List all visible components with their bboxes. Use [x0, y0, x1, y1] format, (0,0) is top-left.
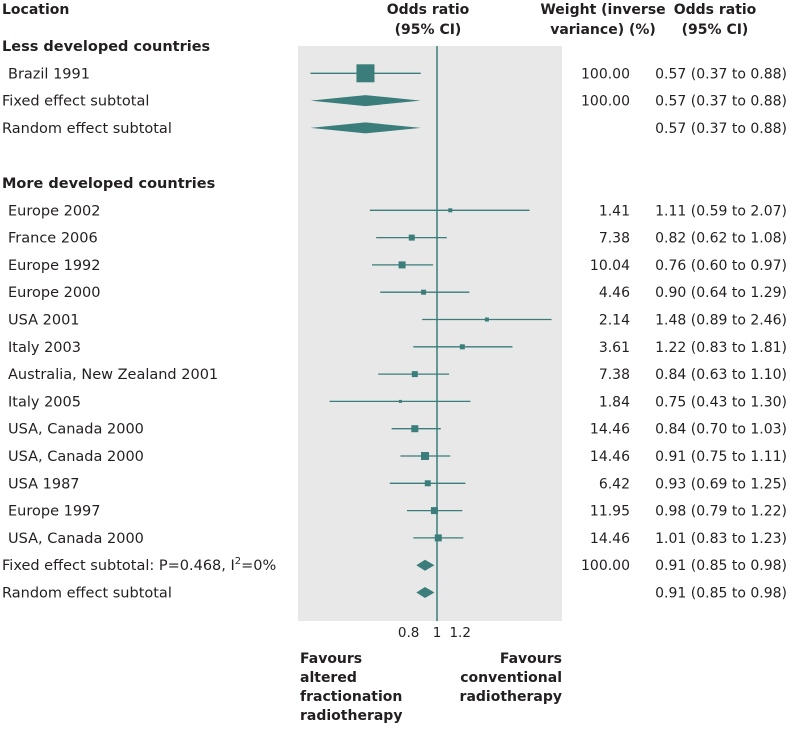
effect-square: [421, 289, 427, 295]
plot-background: [298, 46, 562, 621]
row-weight: 100.00: [581, 66, 630, 82]
header-weight-bottom: variance) (%): [550, 22, 656, 38]
x-tick-label: 1: [433, 625, 442, 641]
row-label: Italy 2003: [8, 340, 81, 356]
row-weight: 7.38: [599, 231, 630, 247]
favours-right-line: Favours: [500, 651, 562, 667]
row-or-ci: 0.57 (0.37 to 0.88): [655, 121, 787, 137]
row-label: USA, Canada 2000: [8, 449, 144, 465]
row-weight: 10.04: [590, 258, 630, 274]
header-weight-top: Weight (inverse: [540, 2, 665, 18]
row-weight: 1.41: [599, 203, 630, 219]
row-weight: 14.46: [590, 531, 630, 547]
section-title: More developed countries: [2, 176, 215, 192]
effect-square: [434, 534, 442, 542]
favours-left-line: fractionation: [300, 689, 402, 705]
row-or-ci: 0.91 (0.75 to 1.11): [655, 449, 787, 465]
row-or-ci: 0.91 (0.85 to 0.98): [655, 558, 787, 574]
row-or-ci: 0.84 (0.63 to 1.10): [655, 367, 787, 383]
favours-altered-label: Favours altered fractionation radiotherapy: [300, 651, 402, 724]
row-weight: 1.84: [599, 394, 630, 410]
effect-square: [356, 64, 375, 83]
row-or-ci: 1.01 (0.83 to 1.23): [655, 531, 787, 547]
row-weight: 3.61: [599, 340, 630, 356]
effect-square: [484, 317, 489, 322]
effect-square: [430, 507, 438, 515]
favours-left-line: altered: [300, 670, 357, 686]
row-label: USA, Canada 2000: [8, 531, 144, 547]
effect-square: [459, 344, 465, 350]
row-label: France 2006: [8, 231, 98, 247]
row-or-ci: 0.75 (0.43 to 1.30): [655, 394, 787, 410]
row-weight: 100.00: [581, 558, 630, 574]
header-odds-ratio-bottom: (95% CI): [395, 22, 462, 38]
row-label: Fixed effect subtotal: P=0.468, I2=0%: [2, 556, 276, 574]
row-weight: 14.46: [590, 449, 630, 465]
favours-right-line: radiotherapy: [460, 689, 562, 705]
effect-square: [411, 425, 419, 433]
row-weight: 7.38: [599, 367, 630, 383]
row-label: Fixed effect subtotal: [2, 94, 149, 110]
row-label: Random effect subtotal: [2, 121, 172, 137]
effect-square: [420, 452, 429, 460]
effect-square: [424, 480, 431, 487]
header-odds-ratio-top: Odds ratio: [387, 2, 470, 18]
row-label: Europe 2000: [8, 285, 101, 301]
summary-diamond: [416, 559, 435, 571]
row-or-ci: 1.11 (0.59 to 2.07): [655, 203, 787, 219]
section-title: Less developed countries: [2, 39, 210, 55]
row-label: Australia, New Zealand 2001: [8, 367, 218, 383]
row-or-ci: 0.84 (0.70 to 1.03): [655, 422, 787, 438]
effect-square: [448, 208, 453, 213]
row-or-ci: 0.98 (0.79 to 1.22): [655, 504, 787, 520]
effect-square: [398, 261, 406, 269]
row-label: Europe 1992: [8, 258, 101, 274]
summary-diamond: [310, 95, 421, 107]
row-label: USA 2001: [8, 313, 80, 329]
row-weight: 2.14: [599, 313, 630, 329]
row-or-ci: 1.48 (0.89 to 2.46): [655, 313, 787, 329]
row-or-ci: 0.90 (0.64 to 1.29): [655, 285, 787, 301]
row-label: Europe 2002: [8, 203, 101, 219]
row-or-ci: 1.22 (0.83 to 1.81): [655, 340, 787, 356]
row-label: USA 1987: [8, 476, 80, 492]
row-weight: 4.46: [599, 285, 630, 301]
row-label: Europe 1997: [8, 504, 101, 520]
row-label: Brazil 1991: [8, 66, 90, 82]
x-tick-label: 1.2: [449, 625, 470, 641]
favours-left-line: radiotherapy: [300, 708, 402, 724]
row-weight: 6.42: [599, 476, 630, 492]
row-or-ci: 0.82 (0.62 to 1.08): [655, 231, 787, 247]
summary-diamond: [310, 122, 421, 134]
row-weight: 100.00: [581, 94, 630, 110]
row-weight: 14.46: [590, 422, 630, 438]
effect-square: [398, 399, 402, 403]
summary-diamond: [416, 587, 435, 598]
x-tick-label: 0.8: [398, 625, 419, 641]
row-or-ci: 0.57 (0.37 to 0.88): [655, 94, 787, 110]
row-label: USA, Canada 2000: [8, 422, 144, 438]
favours-left-line: Favours: [300, 651, 362, 667]
row-weight: 11.95: [590, 504, 630, 520]
favours-right-line: conventional: [460, 670, 562, 686]
row-or-ci: 0.91 (0.85 to 0.98): [655, 586, 787, 602]
row-or-ci: 0.93 (0.69 to 1.25): [655, 476, 787, 492]
row-or-ci: 0.57 (0.37 to 0.88): [655, 66, 787, 82]
header-or-ci-top: Odds ratio: [674, 2, 757, 18]
row-label: Italy 2005: [8, 394, 81, 410]
header-or-ci-bottom: (95% CI): [682, 22, 749, 38]
effect-square: [408, 234, 415, 241]
favours-conventional-label: Favours conventional radiotherapy: [460, 651, 562, 705]
effect-square: [411, 371, 418, 378]
header-location: Location: [2, 2, 69, 18]
row-or-ci: 0.76 (0.60 to 0.97): [655, 258, 787, 274]
row-label: Random effect subtotal: [2, 586, 172, 602]
